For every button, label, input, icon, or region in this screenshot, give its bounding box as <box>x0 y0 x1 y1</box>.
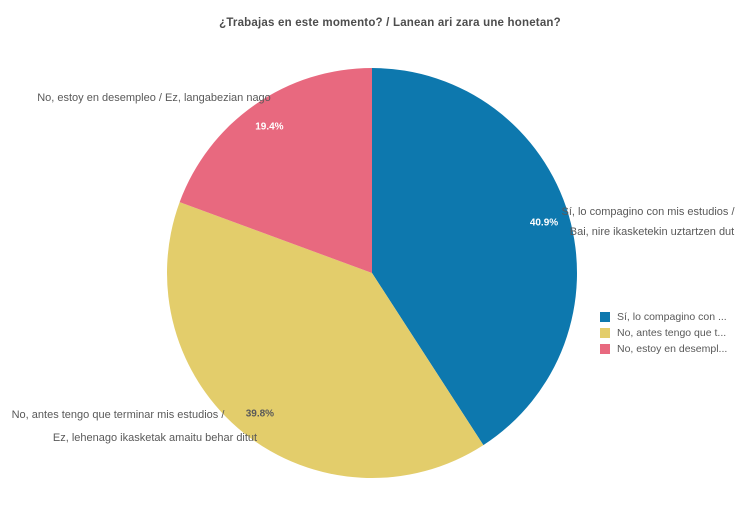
legend-item-terminar[interactable]: No, antes tengo que t... <box>600 326 727 339</box>
slice-value-label-1: 39.8% <box>246 409 274 420</box>
slice-label-terminar-line2: Ez, lehenago ikasketak amaitu behar ditu… <box>52 432 258 444</box>
legend: Sí, lo compagino con ... No, antes tengo… <box>600 311 727 359</box>
slice-label-compagino-line2: Bai, nire ikasketekin uztartzen dut <box>569 226 735 238</box>
legend-label: Sí, lo compagino con ... <box>617 310 727 323</box>
legend-swatch-blue <box>600 311 610 322</box>
legend-item-compagino[interactable]: Sí, lo compagino con ... <box>600 310 727 323</box>
legend-item-desempleo[interactable]: No, estoy en desempl... <box>600 342 728 355</box>
slice-label-terminar-line1: No, antes tengo que terminar mis estudio… <box>11 409 225 421</box>
pie-slice-0[interactable] <box>372 68 578 446</box>
chart-title: ¿Trabajas en este momento? / Lanean ari … <box>219 17 561 29</box>
legend-label: No, antes tengo que t... <box>617 326 727 339</box>
legend-label: No, estoy en desempl... <box>617 342 728 355</box>
slice-value-label-2: 19.4% <box>255 121 283 132</box>
slice-label-desempleo: No, estoy en desempleo / Ez, langabezian… <box>37 92 271 104</box>
slice-value-label-0: 40.9% <box>530 218 558 229</box>
slice-label-compagino-line1: Sí, lo compagino con mis estudios / <box>561 206 735 218</box>
legend-swatch-yellow <box>600 327 610 338</box>
pie-slice-2[interactable] <box>179 68 372 273</box>
pie-slice-1[interactable] <box>167 202 484 478</box>
legend-swatch-pink <box>600 343 610 354</box>
